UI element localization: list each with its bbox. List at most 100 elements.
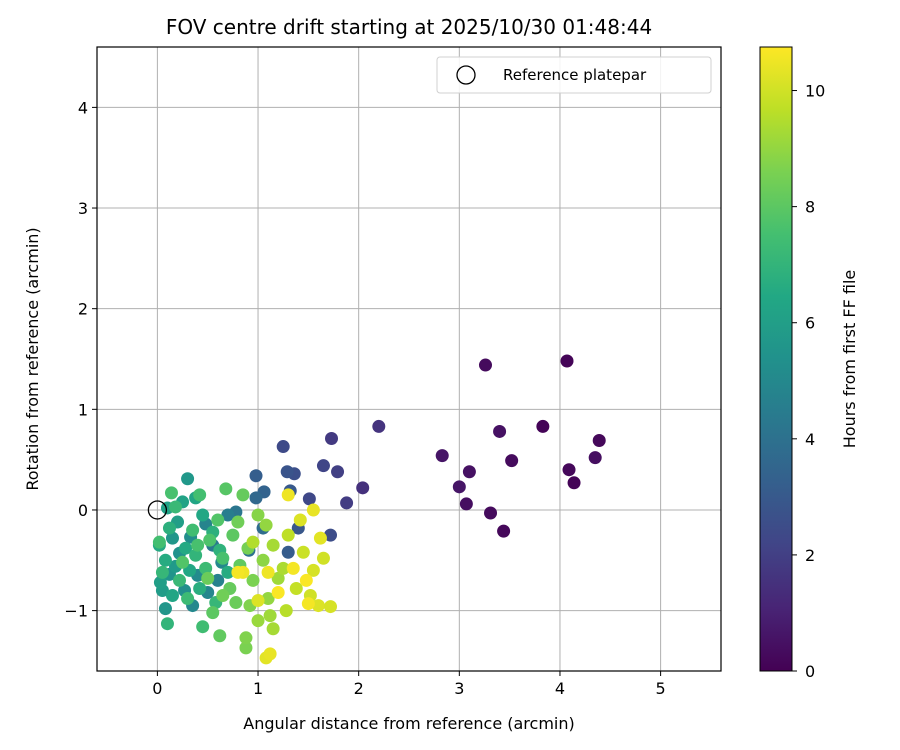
data-point [276, 561, 290, 575]
data-point [452, 480, 466, 494]
plot-frame [96, 46, 722, 672]
data-point [181, 472, 195, 486]
y-tick-label: 3 [78, 199, 88, 218]
data-point [493, 424, 507, 438]
data-point [286, 561, 300, 575]
data-point [158, 602, 172, 616]
data-point [239, 641, 253, 655]
data-point [311, 599, 325, 613]
data-point [263, 647, 277, 661]
data-point [562, 463, 576, 477]
data-point [266, 538, 280, 552]
data-point [179, 541, 193, 555]
y-tick-label: −1 [64, 602, 88, 621]
data-point [251, 614, 265, 628]
x-tick-label: 1 [253, 679, 263, 698]
data-point [281, 545, 295, 559]
data-point [313, 531, 327, 545]
data-point [196, 508, 210, 522]
data-point [231, 565, 245, 579]
data-point [281, 528, 295, 542]
data-points [152, 354, 606, 665]
data-point [160, 617, 174, 631]
data-point [193, 488, 207, 502]
data-point [213, 629, 227, 643]
data-point [186, 523, 200, 537]
data-point [296, 545, 310, 559]
x-tick-label: 2 [354, 679, 364, 698]
data-point [323, 528, 337, 542]
data-point [191, 538, 205, 552]
data-point [193, 581, 207, 595]
data-point [158, 553, 172, 567]
data-point [271, 571, 285, 585]
data-point [276, 440, 290, 454]
colorbar-tick-label: 4 [805, 430, 815, 449]
data-point [221, 565, 235, 579]
data-point [301, 597, 315, 611]
legend: Reference platepar [436, 56, 712, 94]
data-point [236, 488, 250, 502]
data-point [239, 631, 253, 645]
data-point [216, 589, 230, 603]
data-point [459, 497, 473, 511]
data-point [173, 573, 187, 587]
data-point [176, 555, 190, 569]
y-tick-label: 2 [78, 300, 88, 319]
data-point [216, 551, 230, 565]
data-point [152, 535, 166, 549]
data-point [206, 606, 220, 620]
x-tick-label: 4 [555, 679, 565, 698]
data-point [165, 531, 179, 545]
data-point [356, 481, 370, 495]
chart-title: FOV centre drift starting at 2025/10/30 … [166, 15, 652, 39]
data-point [316, 459, 330, 473]
data-point [536, 419, 550, 433]
data-point [259, 518, 273, 532]
data-point [567, 476, 581, 490]
data-point [435, 449, 449, 463]
data-point [162, 521, 176, 535]
x-tick-label: 3 [454, 679, 464, 698]
data-point [261, 592, 275, 606]
legend-marker-icon [456, 65, 476, 85]
data-point [497, 524, 511, 538]
data-point [251, 594, 265, 608]
data-point [316, 551, 330, 565]
data-point [331, 465, 345, 479]
reference-platepar-marker [147, 500, 168, 520]
data-point [372, 419, 386, 433]
data-point [211, 573, 225, 587]
data-point [196, 620, 210, 634]
data-point [231, 515, 245, 529]
data-point [169, 500, 183, 514]
data-point [263, 609, 277, 623]
data-point [484, 506, 498, 520]
data-point [261, 565, 275, 579]
data-point [189, 548, 203, 562]
data-point [249, 469, 263, 483]
data-point [199, 561, 213, 575]
data-point [478, 358, 492, 372]
data-point [306, 563, 320, 577]
grid-lines [97, 47, 721, 671]
data-point [164, 486, 178, 500]
y-tick-label: 4 [78, 98, 88, 117]
colorbar-ticks: 0 2 4 6 8 10 [792, 82, 825, 681]
y-axis-ticks: −1 0 1 2 3 4 [64, 98, 97, 621]
data-point [181, 592, 195, 606]
data-point [201, 571, 215, 585]
data-point [153, 575, 167, 589]
data-point [462, 465, 476, 479]
data-point [299, 573, 313, 587]
data-point [221, 508, 235, 522]
x-axis-ticks: 0 1 2 3 4 5 [152, 671, 666, 698]
data-point [560, 354, 574, 368]
data-point [279, 604, 293, 618]
legend-label: Reference platepar [503, 66, 647, 84]
data-point [229, 596, 243, 610]
data-point [246, 573, 260, 587]
colorbar-tick-label: 8 [805, 198, 815, 217]
data-point [302, 492, 316, 506]
